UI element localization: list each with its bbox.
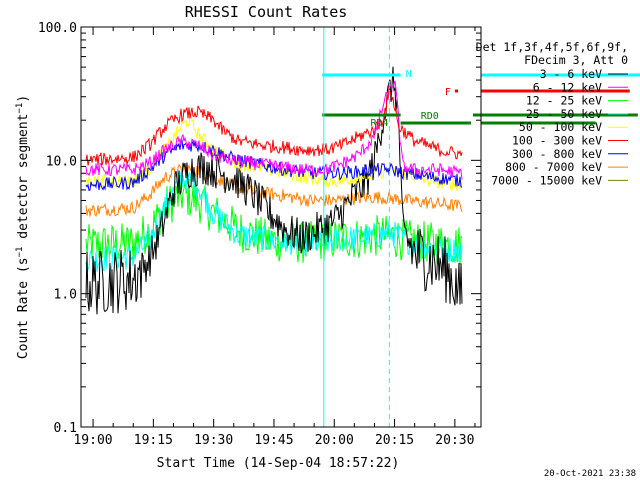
status-label-rd0: RD0: [421, 111, 439, 122]
legend-label-800-7000-kev: 800 - 7000 keV: [505, 160, 602, 174]
x-axis-label: Start Time (14-Sep-04 18:57:22): [157, 456, 400, 471]
x-axis-ticks: 19:00 19:15 19:30 19:45 20:00 20:15 20:30: [73, 27, 476, 448]
series-line-12-25-kev: [85, 174, 463, 266]
legend-label-50-100-kev: 50 - 100 keV: [519, 120, 602, 134]
legend-header-line-1: Det 1f,3f,4f,5f,6f,9f,: [476, 40, 628, 54]
y-axis-ticks: 0.1 1.0 10.0 100.0: [38, 21, 481, 436]
y-axis-label: Count Rate (s−1 detector segment−1): [15, 95, 31, 359]
time-markers: [323, 27, 390, 427]
y-tick-label: 0.1: [54, 421, 77, 436]
x-tick-label: 20:15: [375, 433, 414, 448]
legend-label-6-12-kev: 6 - 12 keV: [533, 80, 602, 94]
y-tick-label: 100.0: [38, 21, 77, 36]
series-line-100-300-kev: [85, 88, 463, 166]
legend-label-25-50-kev: 25 - 50 keV: [526, 107, 602, 121]
series-line-50-100-kev: [85, 115, 463, 191]
status-bars: N F RD0 RD4: [322, 69, 640, 129]
x-tick-label: 20:30: [435, 433, 474, 448]
status-label-f: F: [445, 87, 451, 98]
status-label-rd4: RD4: [370, 118, 388, 129]
x-tick-label: 19:45: [254, 433, 293, 448]
series-line-800-7000-kev: [85, 163, 463, 218]
footer-timestamp: 20-Oct-2021 23:38: [544, 469, 636, 479]
y-tick-label: 10.0: [46, 154, 77, 169]
x-tick-label: 19:00: [73, 433, 112, 448]
chart-title: RHESSI Count Rates: [185, 3, 348, 21]
legend-label-3-6-kev: 3 - 6 keV: [540, 67, 602, 81]
series-line-3-6-kev: [85, 66, 463, 315]
legend-label-7000-15000-kev: 7000 - 15000 keV: [491, 173, 602, 187]
legend-header-line-2: FDecim 3, Att 0: [524, 53, 628, 67]
x-tick-label: 19:30: [194, 433, 233, 448]
plot-frame: [80, 26, 482, 428]
status-label-n: N: [406, 69, 412, 80]
plot-area: [85, 66, 463, 315]
x-tick-label: 19:15: [134, 433, 173, 448]
legend-label-100-300-kev: 100 - 300 keV: [512, 134, 602, 148]
y-tick-label: 1.0: [54, 288, 77, 303]
x-tick-label: 20:00: [315, 433, 354, 448]
legend-label-300-800-kev: 300 - 800 keV: [512, 147, 602, 161]
series-line-25-50-kev: [85, 167, 463, 273]
legend: Det 1f,3f,4f,5f,6f,9f, FDecim 3, Att 0 3…: [476, 40, 628, 187]
legend-label-12-25-kev: 12 - 25 keV: [526, 94, 602, 108]
